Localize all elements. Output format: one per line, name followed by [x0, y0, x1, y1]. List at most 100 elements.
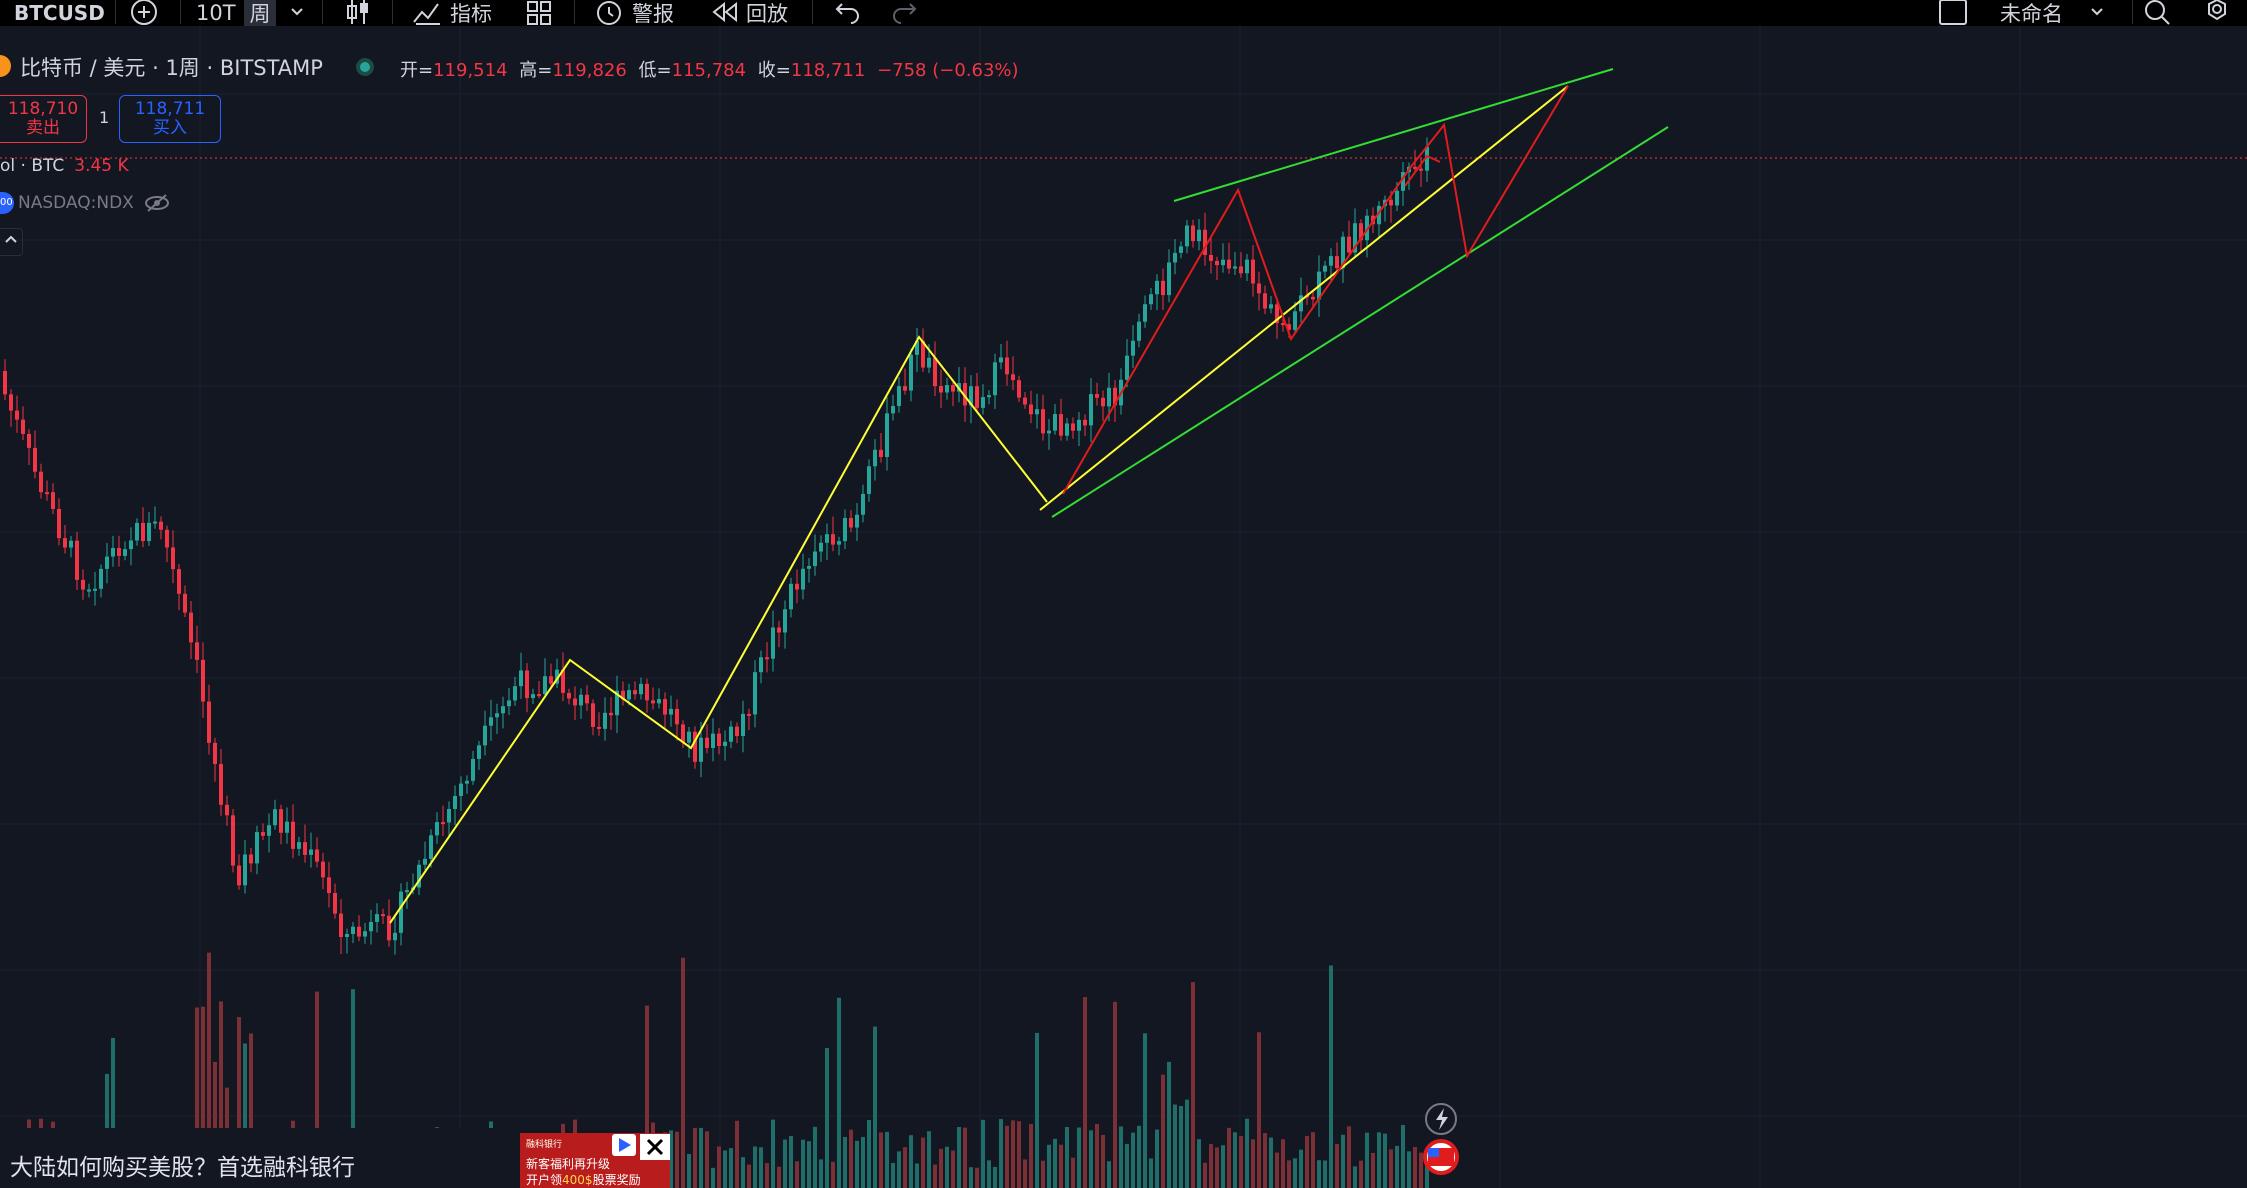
candle-body [561, 669, 565, 693]
volume-bar [1155, 1129, 1159, 1188]
replay-button[interactable]: 回放 [712, 0, 788, 26]
candle-body [321, 861, 325, 878]
candle-body [969, 386, 973, 406]
volume-bar [1131, 1132, 1135, 1188]
volume-bar [765, 1163, 769, 1188]
ad-info-button[interactable] [612, 1134, 636, 1156]
green-channel-top[interactable] [1173, 68, 1614, 202]
candle-body [801, 568, 805, 590]
candle-body [459, 783, 463, 796]
ad-banner-text[interactable]: 大陆如何购买美股？首选融科银行 [10, 1155, 355, 1181]
alerts-button[interactable]: 警报 [594, 0, 674, 26]
volume-legend[interactable]: ol · BTC 3.45 K [0, 156, 129, 176]
candle-body [1287, 324, 1291, 330]
red-small-wave[interactable] [1404, 154, 1441, 187]
volume-bar [1227, 1127, 1231, 1188]
volume-bar [747, 1164, 751, 1188]
candle-body [603, 712, 607, 729]
volume-bar [219, 1001, 223, 1188]
volume-bar [1065, 1126, 1069, 1188]
us-flag-button[interactable] [1423, 1139, 1459, 1175]
order-quantity[interactable]: 1 [99, 108, 110, 127]
volume-bar [111, 1037, 115, 1188]
compare-add-button[interactable] [128, 0, 160, 26]
candle-body [1011, 374, 1015, 381]
volume-bar [873, 1026, 877, 1188]
candle-body [993, 362, 997, 396]
low-label: 低= [638, 60, 672, 81]
candle-body [129, 540, 133, 550]
ad-banner[interactable] [0, 1128, 520, 1188]
compare-legend[interactable]: 00 NASDAQ:NDX [0, 192, 170, 214]
volume-bar [1239, 1136, 1243, 1188]
volume-bar [1347, 1126, 1351, 1188]
sell-button[interactable]: 118,710 卖出 [0, 95, 87, 143]
interval-dropdown-button[interactable] [288, 0, 306, 26]
volume-bar [729, 1148, 733, 1188]
volume-bar [957, 1127, 961, 1188]
candle-body [231, 815, 235, 866]
layout-name-button[interactable]: 未命名 [2000, 0, 2063, 26]
candle-body [837, 541, 841, 545]
layouts-button[interactable] [526, 0, 552, 26]
lightning-button[interactable] [1425, 1103, 1457, 1135]
toolbar-divider [322, 0, 323, 24]
candle-body [735, 726, 739, 736]
candle-body [843, 517, 847, 542]
eye-hidden-icon[interactable] [144, 193, 170, 213]
volume-bar [1221, 1145, 1225, 1188]
volume-bar [963, 1127, 967, 1188]
candle-body [519, 670, 523, 687]
candle-body [285, 821, 289, 833]
ad-close-button[interactable] [640, 1134, 670, 1160]
grid-lines [0, 26, 2247, 1188]
red-projection-drawing[interactable] [1062, 85, 1569, 495]
candle-body [777, 627, 781, 633]
price-chart[interactable] [0, 26, 2247, 1188]
buy-button[interactable]: 118,711 买入 [119, 95, 221, 143]
volume-bar [705, 1131, 709, 1188]
volume-bar [1149, 1158, 1153, 1188]
candle-body [759, 657, 763, 673]
settings-button[interactable] [2200, 0, 2234, 26]
symbol-search-button[interactable]: BTCUSD [0, 0, 105, 26]
volume-bar [1245, 1118, 1249, 1188]
candle-body [279, 809, 283, 833]
volume-bar [999, 1119, 1003, 1188]
volume-bar [207, 952, 211, 1188]
redo-button[interactable] [890, 0, 918, 26]
interval-10t-button[interactable]: 10T [196, 0, 236, 26]
candle-body [39, 471, 43, 493]
interval-week-button[interactable]: 周 [244, 0, 276, 26]
quick-search-button[interactable] [2142, 0, 2172, 26]
candlestick-icon [347, 0, 368, 24]
undo-button[interactable] [834, 0, 862, 26]
square-icon [1939, 0, 1967, 25]
ndx-badge: 00 [0, 192, 14, 214]
candle-body [1425, 146, 1429, 171]
legend-collapse-button[interactable] [0, 228, 23, 256]
candle-body [171, 547, 175, 570]
fullscreen-button[interactable] [1938, 0, 1968, 26]
candle-body [501, 706, 505, 714]
candle-body [189, 612, 193, 643]
gear-icon [2208, 0, 2226, 21]
indicators-button[interactable]: 指标 [412, 0, 492, 26]
volume-bar [993, 1166, 997, 1188]
candle-body [669, 708, 673, 715]
close-icon [646, 1138, 664, 1156]
volume-bar [933, 1164, 937, 1188]
candle-body [381, 914, 385, 917]
candle-body [1023, 397, 1027, 405]
green-channel-bottom[interactable] [1051, 126, 1669, 518]
layout-menu-dropdown[interactable] [2088, 0, 2106, 26]
candle-body [1191, 225, 1195, 242]
ad-line2-pre: 开户领 [526, 1173, 563, 1187]
volume-bar [879, 1132, 883, 1188]
yellow-wave-drawing[interactable] [389, 335, 1048, 924]
volume-bar [1185, 1099, 1189, 1188]
yellow-trendline[interactable] [1039, 85, 1569, 511]
candle-body [93, 588, 97, 591]
chart-type-button[interactable] [344, 0, 372, 26]
candle-body [891, 406, 895, 414]
